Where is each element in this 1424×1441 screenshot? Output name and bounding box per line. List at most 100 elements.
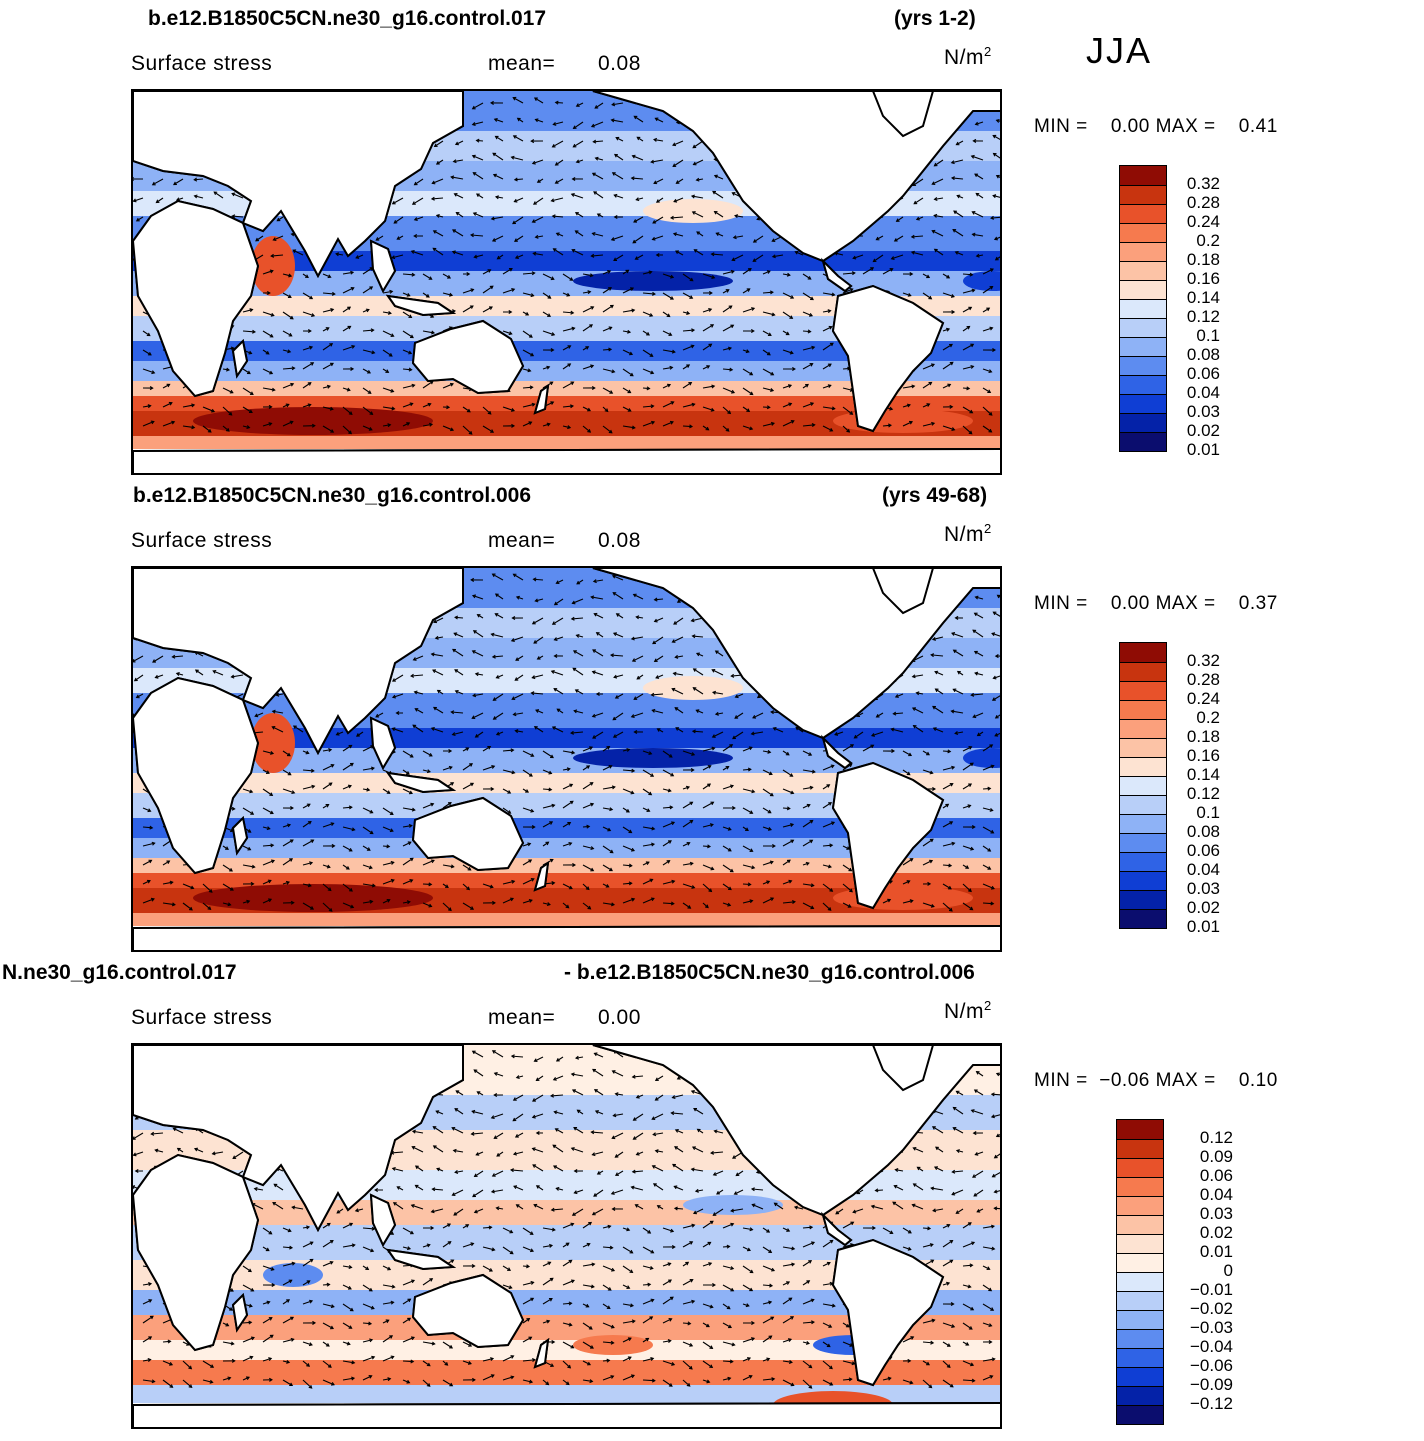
stress-arrow-head bbox=[668, 1279, 672, 1284]
colorbar-level-label: 0.1 bbox=[1196, 326, 1220, 345]
stress-arrow bbox=[195, 669, 204, 676]
stress-arrow-head bbox=[535, 1185, 540, 1189]
stress-arrow bbox=[462, 1360, 472, 1365]
stress-arrow-head bbox=[551, 1339, 556, 1344]
stress-arrow bbox=[802, 1321, 814, 1324]
stress-arrow bbox=[242, 1321, 252, 1324]
stress-arrow bbox=[142, 1315, 154, 1324]
stress-arrow bbox=[402, 1246, 411, 1250]
stress-arrow-head bbox=[990, 764, 995, 769]
stress-arrow bbox=[692, 635, 704, 638]
stress-arrow bbox=[742, 268, 752, 275]
stress-arrow-head bbox=[974, 595, 979, 600]
stress-arrow bbox=[615, 1151, 624, 1158]
stress-arrow-head bbox=[571, 750, 576, 755]
stress-arrow-head bbox=[450, 710, 455, 715]
stress-arrow bbox=[696, 178, 704, 181]
stress-arrow-head bbox=[551, 881, 556, 886]
stress-arrow bbox=[942, 1282, 950, 1286]
stress-arrow bbox=[212, 1151, 224, 1155]
stress-arrow-head bbox=[531, 1114, 536, 1119]
stress-arrow-head bbox=[514, 1134, 519, 1138]
case-title: b.e12.B1850C5CN.ne30_g16.control.017 bbox=[148, 7, 547, 30]
stress-band bbox=[133, 251, 1000, 271]
stress-arrow-head bbox=[194, 669, 199, 674]
stress-arrow-head bbox=[406, 900, 411, 905]
stress-arrow bbox=[902, 1379, 913, 1384]
stress-arrow-head bbox=[395, 710, 400, 716]
stress-arrow-head bbox=[487, 745, 492, 750]
stress-arrow bbox=[722, 744, 733, 752]
stress-arrow-head bbox=[225, 427, 230, 432]
stress-arrow bbox=[602, 1375, 614, 1381]
stress-arrow bbox=[922, 860, 933, 866]
stress-arrow-head bbox=[956, 194, 961, 199]
stress-arrow bbox=[493, 712, 504, 720]
stress-arrow-head bbox=[510, 748, 515, 753]
stress-arrow-head bbox=[134, 1168, 139, 1174]
stress-arrow-head bbox=[691, 752, 696, 756]
stress-arrow bbox=[533, 252, 544, 256]
stress-arrow-head bbox=[371, 350, 376, 355]
stress-arrow bbox=[834, 731, 844, 736]
stress-arrow-head bbox=[769, 290, 774, 295]
stress-arrow-head bbox=[614, 1154, 619, 1158]
stress-arrow bbox=[622, 1337, 632, 1343]
stress-arrow bbox=[402, 402, 413, 408]
stress-arrow-head bbox=[771, 312, 776, 317]
stress-arrow bbox=[342, 826, 355, 831]
stress-arrow-head bbox=[673, 1185, 678, 1190]
stress-arrow-head bbox=[786, 1281, 791, 1285]
stress-arrow bbox=[762, 861, 774, 866]
stress-arrow-head bbox=[171, 420, 176, 425]
stress-arrow-head bbox=[351, 344, 356, 349]
stress-arrow bbox=[222, 883, 234, 891]
stress-arrow bbox=[462, 864, 471, 871]
stress-arrow bbox=[152, 178, 164, 186]
stress-arrow-head bbox=[970, 154, 975, 159]
stress-arrow-head bbox=[452, 159, 457, 164]
stress-arrow-head bbox=[511, 616, 516, 621]
stress-arrow bbox=[982, 744, 993, 752]
stress-arrow-head bbox=[148, 1282, 153, 1287]
stress-arrow-head bbox=[973, 650, 978, 655]
stress-arrow-head bbox=[491, 654, 496, 659]
stress-arrow bbox=[742, 1284, 753, 1292]
stress-arrow bbox=[136, 693, 144, 699]
stress-arrow-head bbox=[368, 1321, 373, 1326]
stress-arrow-head bbox=[410, 1204, 415, 1208]
stress-arrow bbox=[982, 268, 994, 275]
stress-arrow-head bbox=[728, 305, 733, 310]
stress-arrow-head bbox=[547, 295, 552, 299]
stress-arrow bbox=[322, 425, 334, 433]
stress-arrow-head bbox=[431, 330, 436, 335]
stress-arrow-head bbox=[829, 888, 834, 892]
stress-arrow-head bbox=[685, 785, 691, 790]
stress-arrow bbox=[822, 406, 835, 410]
stress-arrow-head bbox=[545, 841, 550, 846]
stress-arrow bbox=[432, 178, 444, 184]
stress-arrow bbox=[702, 1379, 710, 1383]
stress-arrow bbox=[762, 387, 774, 392]
stress-arrow bbox=[822, 425, 833, 432]
stress-arrow-head bbox=[570, 616, 575, 621]
stress-arrow-head bbox=[970, 846, 975, 851]
colorbar-level-label: 0.02 bbox=[1186, 421, 1220, 440]
stress-arrow bbox=[582, 1360, 591, 1366]
stress-arrow-head bbox=[629, 372, 634, 377]
stress-arrow bbox=[242, 425, 250, 429]
stress-arrow bbox=[702, 864, 714, 870]
stress-arrow-head bbox=[695, 177, 700, 182]
stress-arrow-head bbox=[147, 808, 152, 813]
stress-arrow-head bbox=[649, 1265, 654, 1270]
stress-arrow bbox=[682, 273, 694, 282]
stress-arrow-head bbox=[430, 802, 435, 807]
stress-arrow bbox=[472, 102, 484, 110]
stress-arrow bbox=[922, 1379, 932, 1389]
stress-arrow bbox=[662, 1262, 671, 1267]
stress-arrow bbox=[982, 883, 995, 890]
stress-arrow-head bbox=[193, 177, 198, 182]
stress-arrow bbox=[336, 731, 344, 736]
stress-arrow bbox=[515, 254, 524, 259]
stress-arrow bbox=[222, 387, 234, 394]
